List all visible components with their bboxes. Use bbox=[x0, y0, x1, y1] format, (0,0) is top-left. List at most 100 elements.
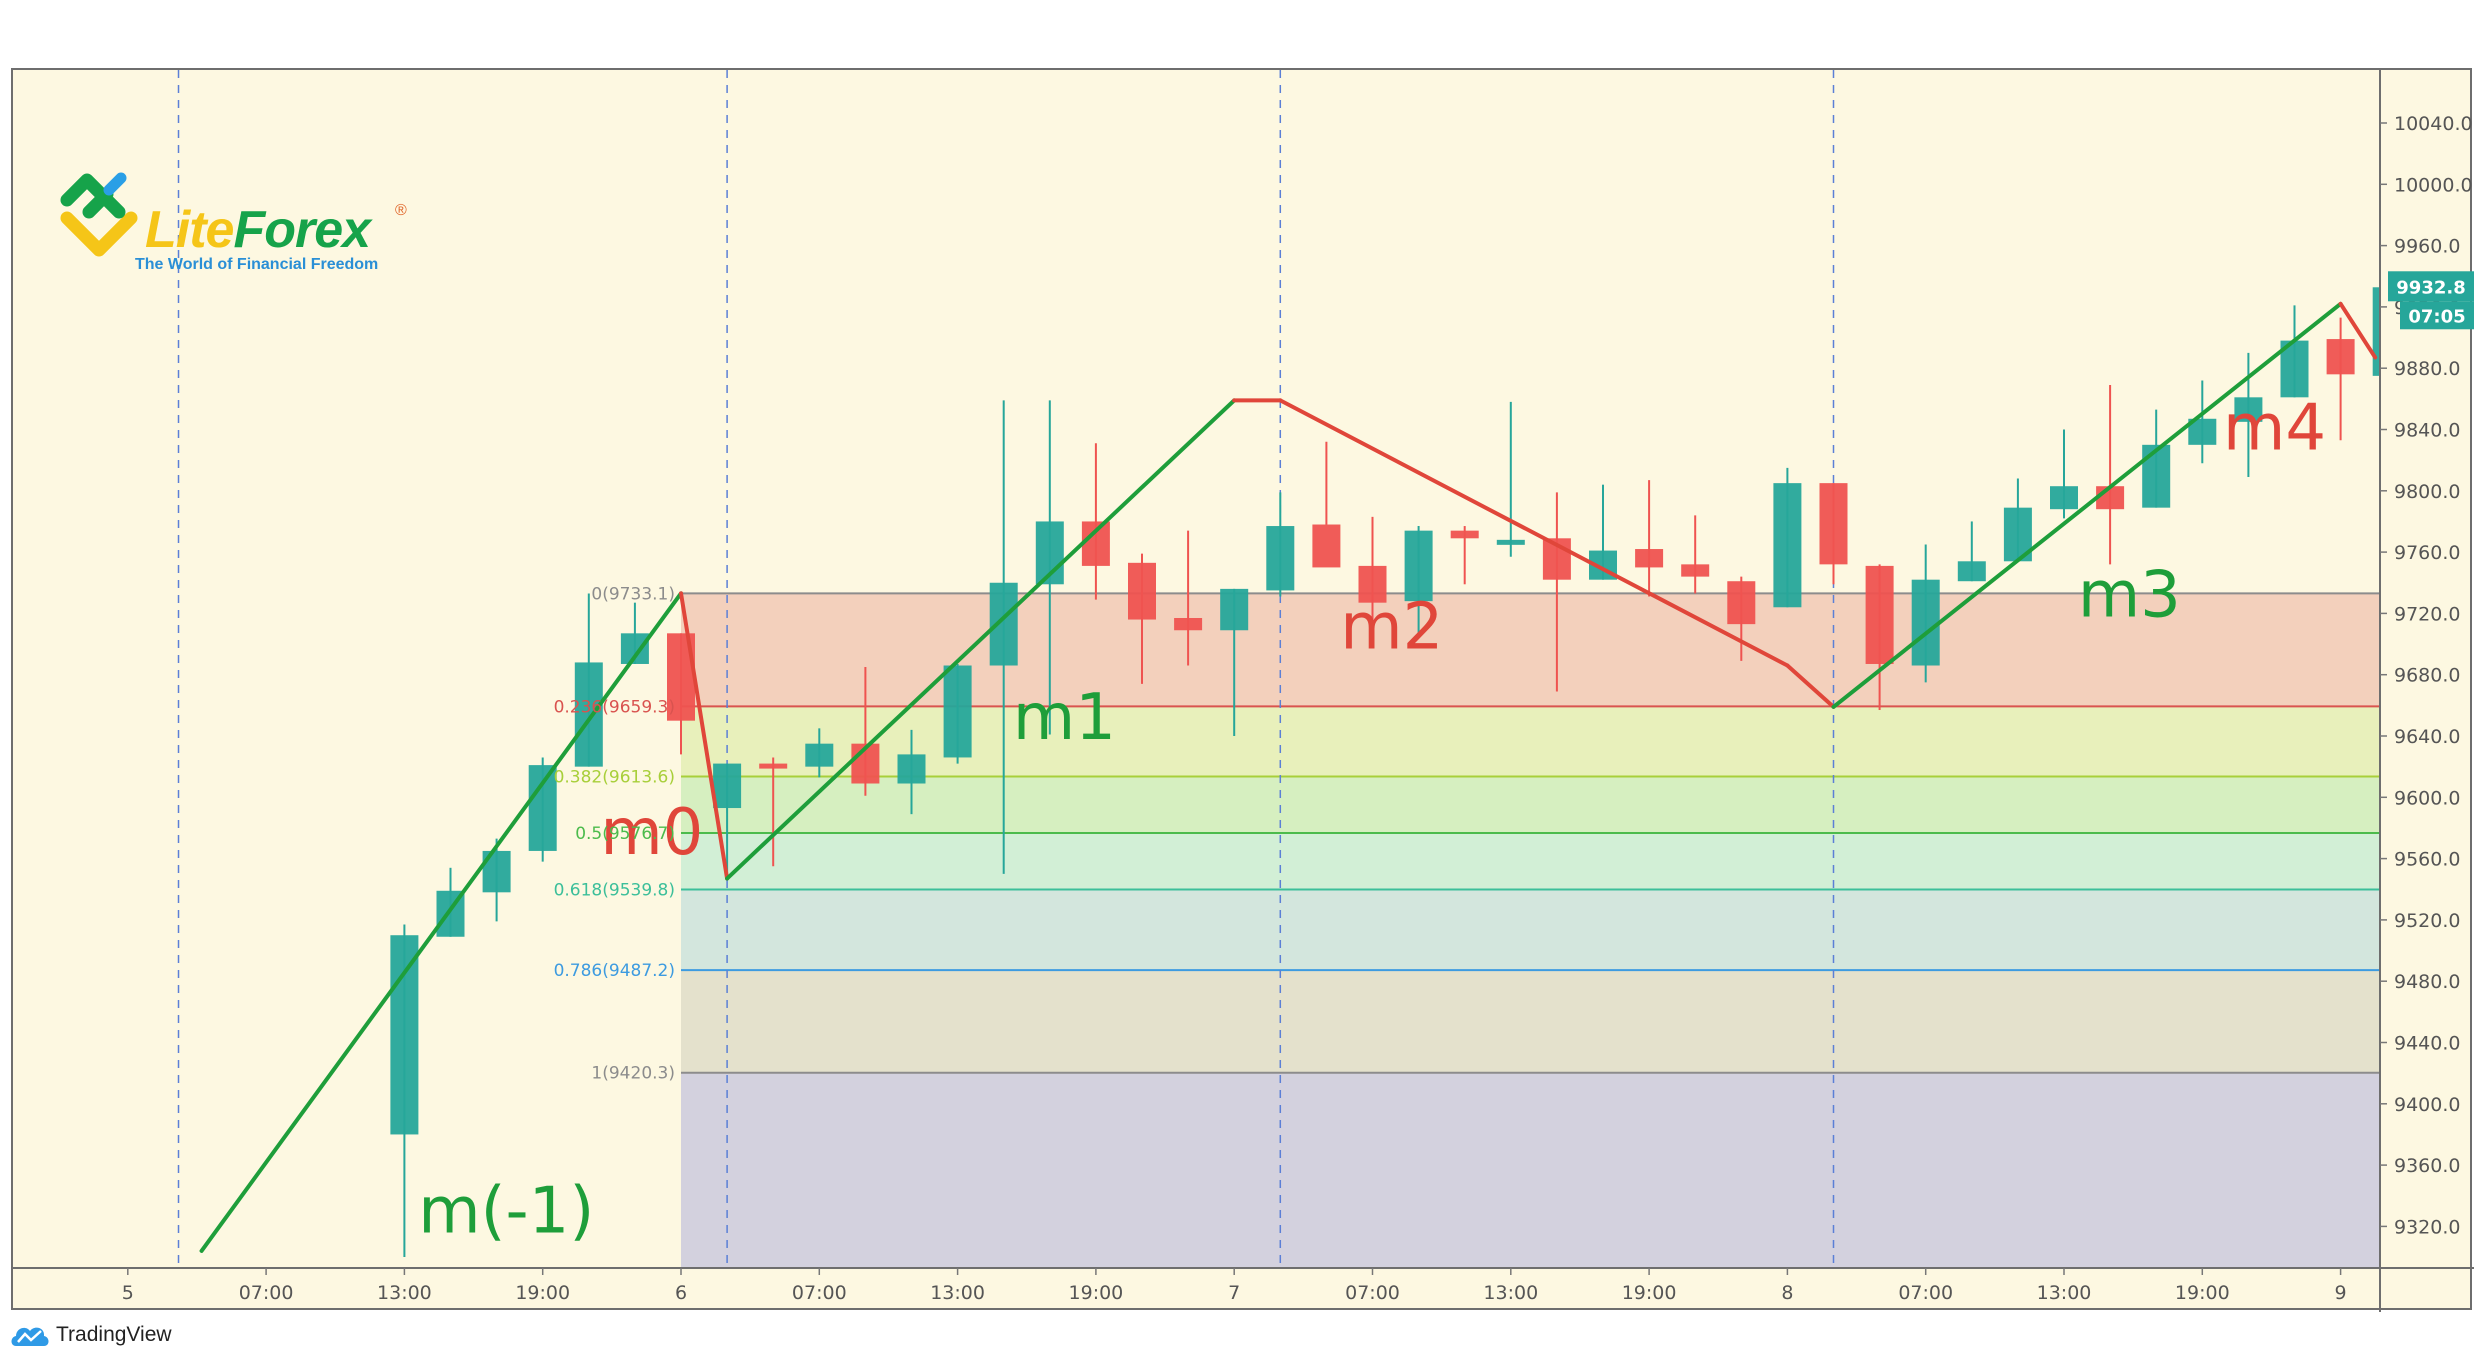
bearish-candle[interactable] bbox=[851, 667, 880, 796]
current-price-value: 9932.8 bbox=[2396, 277, 2465, 298]
fib-label-0.382: 0.382(9613.6) bbox=[554, 767, 675, 787]
bullish-candle[interactable] bbox=[390, 924, 419, 1258]
bearish-candle[interactable] bbox=[2326, 317, 2355, 441]
fib-zone-0.382 bbox=[681, 776, 2380, 834]
logo-forex-text: Forex bbox=[233, 201, 371, 259]
zigzag-down-segment[interactable] bbox=[1278, 398, 1790, 668]
time-tick-label: 6 bbox=[675, 1282, 687, 1304]
bearish-candle[interactable] bbox=[1450, 526, 1479, 585]
bullish-candle[interactable] bbox=[943, 663, 972, 764]
bearish-candle[interactable] bbox=[1174, 530, 1203, 666]
wave-label-m2: m2 bbox=[1340, 591, 1443, 665]
candlestick-series[interactable] bbox=[390, 287, 2401, 1258]
fib-zone-0.786 bbox=[681, 970, 2380, 1073]
bullish-candle[interactable] bbox=[436, 867, 465, 937]
bearish-candle[interactable] bbox=[2096, 385, 2125, 565]
bullish-candle[interactable] bbox=[805, 728, 834, 778]
bearish-candle[interactable] bbox=[1865, 564, 1894, 710]
bullish-candle[interactable] bbox=[574, 593, 603, 767]
time-tick-label: 13:00 bbox=[1483, 1282, 1538, 1304]
bullish-candle[interactable] bbox=[2280, 305, 2309, 398]
wave-label-m1: m1 bbox=[1013, 681, 1116, 755]
candle-body bbox=[1312, 524, 1341, 568]
candle-body bbox=[1865, 565, 1894, 664]
countdown-badge bbox=[2400, 301, 2474, 330]
time-tick-label: 19:00 bbox=[2175, 1282, 2230, 1304]
time-tick-label: 07:00 bbox=[1898, 1282, 1953, 1304]
bullish-candle[interactable] bbox=[897, 729, 926, 815]
price-tick-label: 9720.0 bbox=[2394, 603, 2460, 625]
liteforex-logo-icon bbox=[60, 172, 138, 257]
price-tick-label: 9840.0 bbox=[2394, 420, 2460, 442]
time-tick-label: 8 bbox=[1781, 1282, 1793, 1304]
fib-zone-1 bbox=[681, 1072, 2380, 1268]
tradingview-brand[interactable]: TradingView bbox=[10, 1322, 172, 1348]
fib-label-0.236: 0.236(9659.3) bbox=[554, 697, 675, 717]
zigzag-wave-lines[interactable] bbox=[199, 301, 2378, 1253]
time-tick-label: 19:00 bbox=[1069, 1282, 1124, 1304]
bearish-candle[interactable] bbox=[1681, 515, 1710, 594]
candle-body bbox=[1174, 617, 1203, 631]
current-price-badge[interactable] bbox=[2388, 271, 2474, 302]
price-tick-label: 9400.0 bbox=[2394, 1094, 2460, 1116]
time-axis[interactable]: 5 07:00 13:00 19:00 6 07:00 13:00 19:00 7 07:00 13… bbox=[13, 1267, 2474, 1304]
candle-body bbox=[1681, 564, 1710, 577]
zigzag-down-segment[interactable] bbox=[1785, 663, 1836, 709]
candle-body bbox=[1911, 579, 1940, 666]
time-tick-label: 07:00 bbox=[792, 1282, 847, 1304]
candle-body bbox=[1128, 562, 1156, 620]
bullish-candle[interactable] bbox=[1773, 467, 1802, 608]
candle-body bbox=[2326, 339, 2355, 375]
bullish-candle[interactable] bbox=[1496, 401, 1525, 557]
bullish-candle[interactable] bbox=[2003, 478, 2032, 562]
bearish-candle[interactable] bbox=[1542, 492, 1571, 692]
bearish-candle[interactable] bbox=[1819, 483, 1848, 585]
bearish-candle[interactable] bbox=[1128, 553, 1156, 684]
bullish-candle[interactable] bbox=[528, 757, 557, 862]
zigzag-down-segment[interactable] bbox=[679, 591, 730, 881]
price-tick-label: 10000.0 bbox=[2394, 174, 2473, 196]
zigzag-down-segment[interactable] bbox=[2338, 301, 2378, 360]
bearish-candle[interactable] bbox=[1312, 441, 1341, 568]
bullish-candle[interactable] bbox=[1957, 521, 1986, 582]
candle-body bbox=[1266, 526, 1295, 591]
wave-label-m0: m0 bbox=[600, 796, 703, 870]
candle-body bbox=[713, 763, 742, 809]
candle-body bbox=[1635, 549, 1664, 568]
price-chart[interactable]: m(-1) m0 m1 m2 m3 m4 0(9733.1) 0.236(9659.3) 0.… bbox=[13, 70, 2474, 1312]
candle-body bbox=[2050, 486, 2078, 510]
time-tick-label: 13:00 bbox=[930, 1282, 985, 1304]
bullish-candle[interactable] bbox=[1911, 544, 1940, 683]
bullish-candle[interactable] bbox=[2234, 352, 2263, 478]
bearish-candle[interactable] bbox=[1358, 516, 1387, 626]
zigzag-up-segment[interactable] bbox=[199, 591, 683, 1253]
time-tick-label: 7 bbox=[1228, 1282, 1240, 1304]
candle-body bbox=[897, 754, 926, 784]
bar-countdown: 07:05 bbox=[2408, 306, 2465, 327]
candle-body bbox=[1450, 530, 1479, 539]
fib-zone-0.618 bbox=[681, 889, 2380, 971]
price-tick-label: 9600.0 bbox=[2394, 787, 2460, 809]
bullish-candle[interactable] bbox=[2050, 429, 2078, 519]
zigzag-up-segment[interactable] bbox=[1831, 301, 2343, 709]
candle-body bbox=[805, 743, 834, 767]
bullish-candle[interactable] bbox=[482, 838, 511, 922]
session-dividers bbox=[177, 70, 1835, 1268]
candle-body bbox=[574, 662, 603, 767]
bullish-candle[interactable] bbox=[1404, 526, 1433, 637]
bullish-candle[interactable] bbox=[713, 763, 742, 879]
bearish-candle[interactable] bbox=[1635, 480, 1664, 597]
bullish-candle[interactable] bbox=[1220, 588, 1249, 736]
bullish-candle[interactable] bbox=[989, 400, 1018, 874]
chart-frame[interactable]: m(-1) m0 m1 m2 m3 m4 0(9733.1) 0.236(9659.3) 0.… bbox=[11, 68, 2474, 1312]
bullish-candle[interactable] bbox=[2372, 287, 2401, 376]
tradingview-label: TradingView bbox=[56, 1323, 172, 1346]
price-axis[interactable]: 10040.010000.09960.09920.09880.09840.098… bbox=[2379, 70, 2474, 1312]
zigzag-up-segment[interactable] bbox=[725, 398, 1237, 881]
fib-label-0: 0(9733.1) bbox=[591, 584, 675, 604]
fibonacci-retracement[interactable] bbox=[681, 592, 2380, 1268]
price-tick-label: 9320.0 bbox=[2394, 1216, 2460, 1238]
bullish-candle[interactable] bbox=[1266, 492, 1295, 597]
bearish-candle[interactable] bbox=[1727, 576, 1756, 661]
bearish-candle[interactable] bbox=[759, 757, 788, 867]
